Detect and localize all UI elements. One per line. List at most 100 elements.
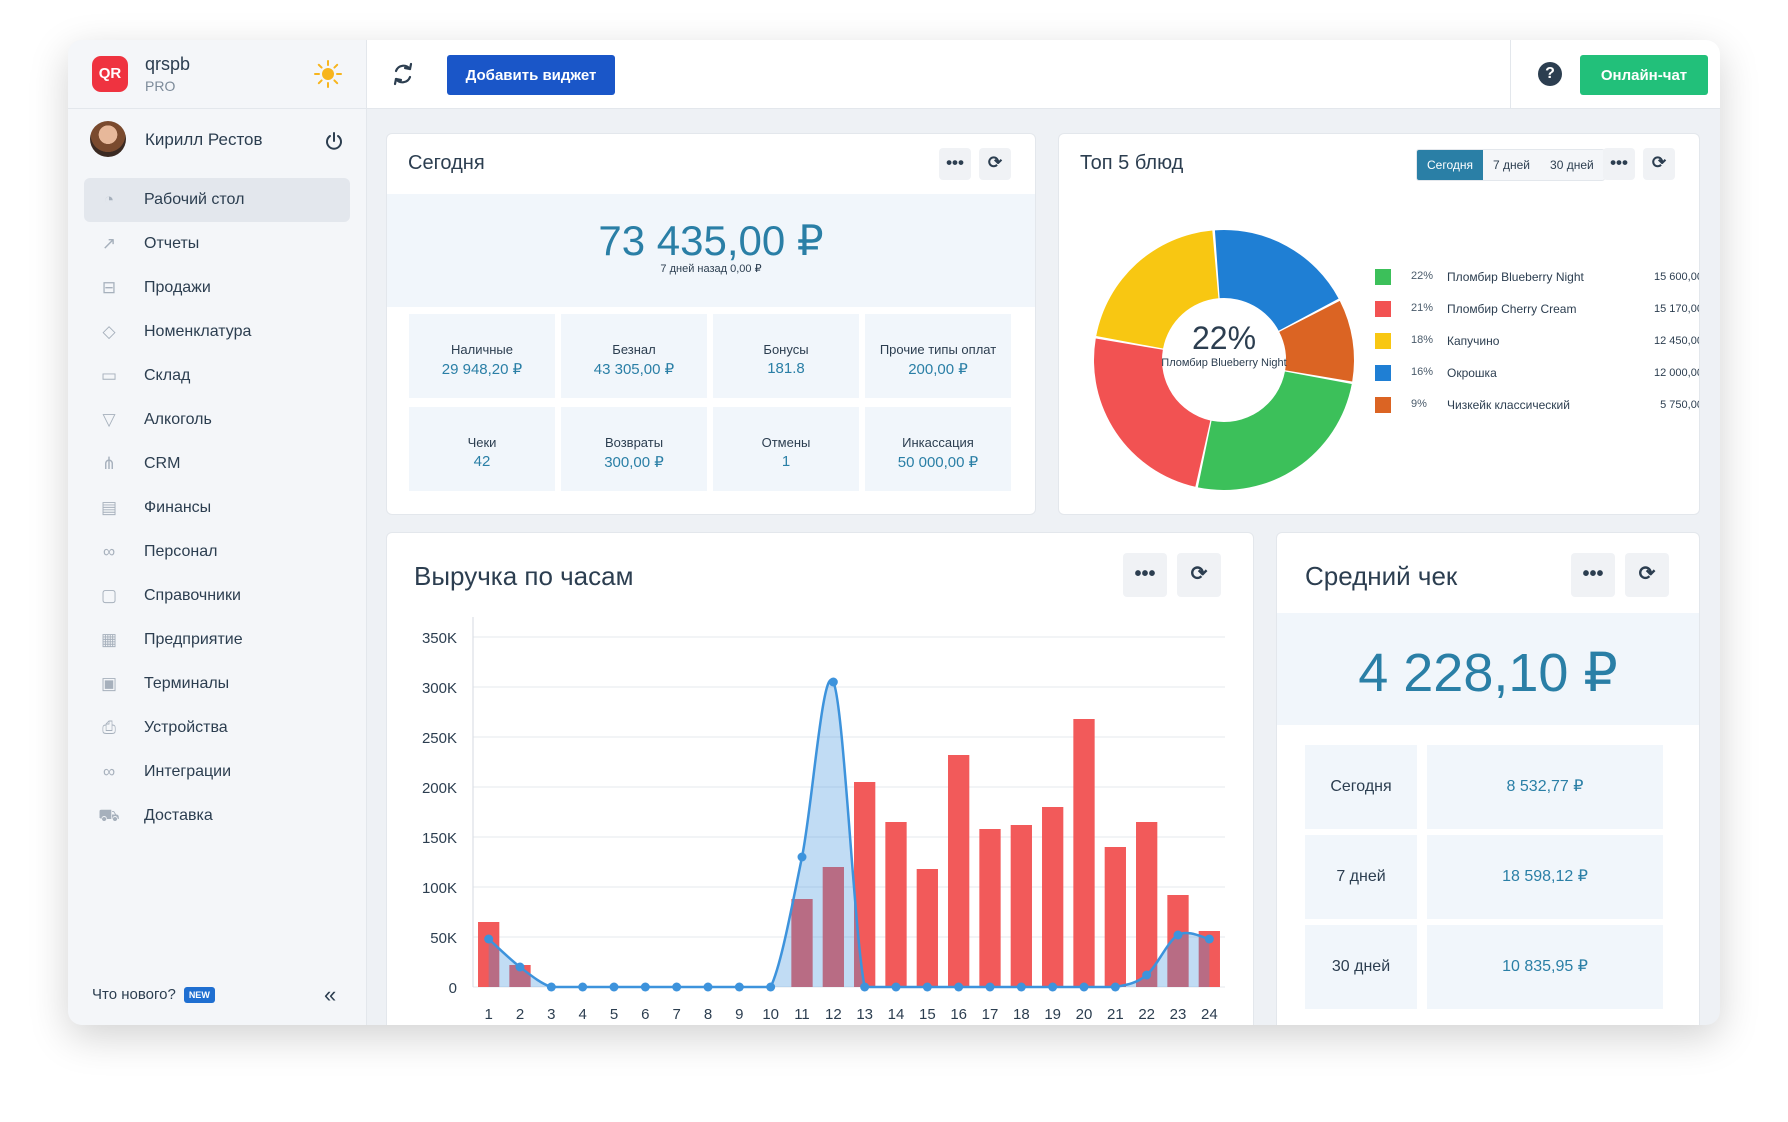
x-tick-label: 6 [641, 1006, 649, 1023]
sun-icon[interactable] [314, 60, 342, 88]
line-point[interactable] [484, 934, 494, 944]
period-7d[interactable]: 7 дней [1483, 150, 1541, 180]
x-tick-label: 24 [1201, 1006, 1218, 1023]
line-point[interactable] [1204, 934, 1214, 944]
bar[interactable] [1167, 895, 1189, 987]
online-chat-button[interactable]: Онлайн-чат [1580, 55, 1708, 95]
line-point[interactable] [1016, 982, 1026, 992]
bar[interactable] [979, 829, 1001, 987]
bar[interactable] [948, 755, 970, 987]
x-tick-label: 4 [578, 1006, 586, 1023]
bar[interactable] [822, 867, 844, 987]
divider [1510, 40, 1511, 108]
sidebar-item-warehouse[interactable]: ▭ Склад [84, 354, 350, 398]
donut-slice[interactable] [1096, 230, 1219, 349]
line-point[interactable] [891, 982, 901, 992]
period-today[interactable]: Сегодня [1417, 150, 1483, 180]
line-point[interactable] [1048, 982, 1058, 992]
truck-icon: ⛟ [98, 806, 120, 825]
sidebar-item-integrations[interactable]: ∞ Интеграции [84, 750, 350, 794]
power-icon[interactable] [324, 131, 344, 151]
bar[interactable] [1010, 825, 1032, 987]
period-30d[interactable]: 30 дней [1540, 150, 1604, 180]
line-point[interactable] [1142, 970, 1152, 980]
sync-icon[interactable] [389, 60, 417, 88]
more-icon[interactable]: ••• [1123, 553, 1167, 597]
avatar[interactable] [90, 121, 126, 157]
stat-card: Безнал 43 305,00 ₽ [561, 314, 707, 398]
more-icon[interactable]: ••• [939, 148, 971, 180]
add-widget-button[interactable]: Добавить виджет [447, 55, 615, 95]
line-point[interactable] [922, 982, 932, 992]
bar[interactable] [1104, 847, 1126, 987]
donut-slice[interactable] [1094, 338, 1211, 487]
y-tick-label: 300K [422, 680, 457, 697]
sidebar-item-devices[interactable]: ⎙ Устройства [84, 706, 350, 750]
average-check-widget: Средний чек ••• ⟳ 4 228,10 ₽ Сегодня 8 5… [1276, 532, 1700, 1025]
stat-value: 300,00 ₽ [604, 454, 664, 471]
line-point[interactable] [578, 982, 588, 992]
bar[interactable] [885, 822, 907, 987]
sidebar-item-staff[interactable]: ∞ Персонал [84, 530, 350, 574]
legend-value: 12 000,00 ₽ [1654, 367, 1700, 379]
sidebar-item-sales[interactable]: ⊟ Продажи [84, 266, 350, 310]
line-point[interactable] [609, 982, 619, 992]
more-icon[interactable]: ••• [1603, 148, 1635, 180]
sidebar-item-reports[interactable]: ↗ Отчеты [84, 222, 350, 266]
line-point[interactable] [828, 677, 838, 687]
line-point[interactable] [672, 982, 682, 992]
refresh-icon[interactable]: ⟳ [1177, 553, 1221, 597]
line-point[interactable] [860, 982, 870, 992]
bar[interactable] [1198, 931, 1220, 987]
refresh-icon[interactable]: ⟳ [979, 148, 1011, 180]
bar[interactable] [791, 899, 813, 987]
line-point[interactable] [797, 852, 807, 862]
bar[interactable] [1136, 822, 1158, 987]
sidebar-item-enterprise[interactable]: ▦ Предприятие [84, 618, 350, 662]
line-point[interactable] [515, 962, 525, 972]
line-point[interactable] [1079, 982, 1089, 992]
donut-slice[interactable] [1214, 230, 1339, 331]
collapse-sidebar-icon[interactable]: « [324, 982, 337, 1007]
bar[interactable] [1042, 807, 1064, 987]
line-point[interactable] [985, 982, 995, 992]
sidebar-item-alcohol[interactable]: ▽ Алкоголь [84, 398, 350, 442]
bar[interactable] [478, 922, 500, 987]
line-point[interactable] [640, 982, 650, 992]
brand-header: QR qrspb PRO [68, 40, 366, 109]
user-name[interactable]: Кирилл Рестов [145, 130, 263, 149]
donut-slice[interactable] [1197, 371, 1352, 490]
whats-new-link[interactable]: Что нового? NEW [92, 986, 215, 1004]
help-icon[interactable]: ? [1538, 62, 1562, 86]
line-point[interactable] [766, 982, 776, 992]
sidebar-item-references[interactable]: ▢ Справочники [84, 574, 350, 618]
app-window: QR qrspb PRO Кирилл Рестов ◔ Рабо [68, 40, 1720, 1025]
line-point[interactable] [546, 982, 556, 992]
sidebar-item-nomenclature[interactable]: ◇ Номенклатура [84, 310, 350, 354]
line-point[interactable] [703, 982, 713, 992]
bar[interactable] [916, 869, 938, 987]
whats-new-label: Что нового? [92, 986, 176, 1003]
refresh-icon[interactable]: ⟳ [1625, 553, 1669, 597]
line-point[interactable] [734, 982, 744, 992]
sidebar-item-terminals[interactable]: ▣ Терминалы [84, 662, 350, 706]
donut-slice[interactable] [1279, 300, 1354, 382]
donut-chart [1094, 230, 1354, 490]
x-tick-label: 15 [919, 1006, 936, 1023]
sidebar-item-label: Интеграции [144, 763, 232, 780]
avg-summary [1277, 613, 1699, 725]
chart-icon: ↗ [101, 234, 117, 253]
line-point[interactable] [1173, 930, 1183, 940]
more-icon[interactable]: ••• [1571, 553, 1615, 597]
refresh-icon[interactable]: ⟳ [1643, 148, 1675, 180]
line-point[interactable] [954, 982, 964, 992]
sidebar-item-delivery[interactable]: ⛟ Доставка [84, 794, 350, 838]
line-point[interactable] [1110, 982, 1120, 992]
sidebar-item-finance[interactable]: ▤ Финансы [84, 486, 350, 530]
wallet-icon: ▤ [100, 498, 118, 517]
stat-value: 50 000,00 ₽ [897, 454, 979, 471]
bar[interactable] [1073, 719, 1095, 987]
sidebar-item-crm[interactable]: ⋔ CRM [84, 442, 350, 486]
stat-label: Чеки [467, 435, 497, 450]
sidebar-item-dashboard[interactable]: ◔ Рабочий стол [84, 178, 350, 222]
